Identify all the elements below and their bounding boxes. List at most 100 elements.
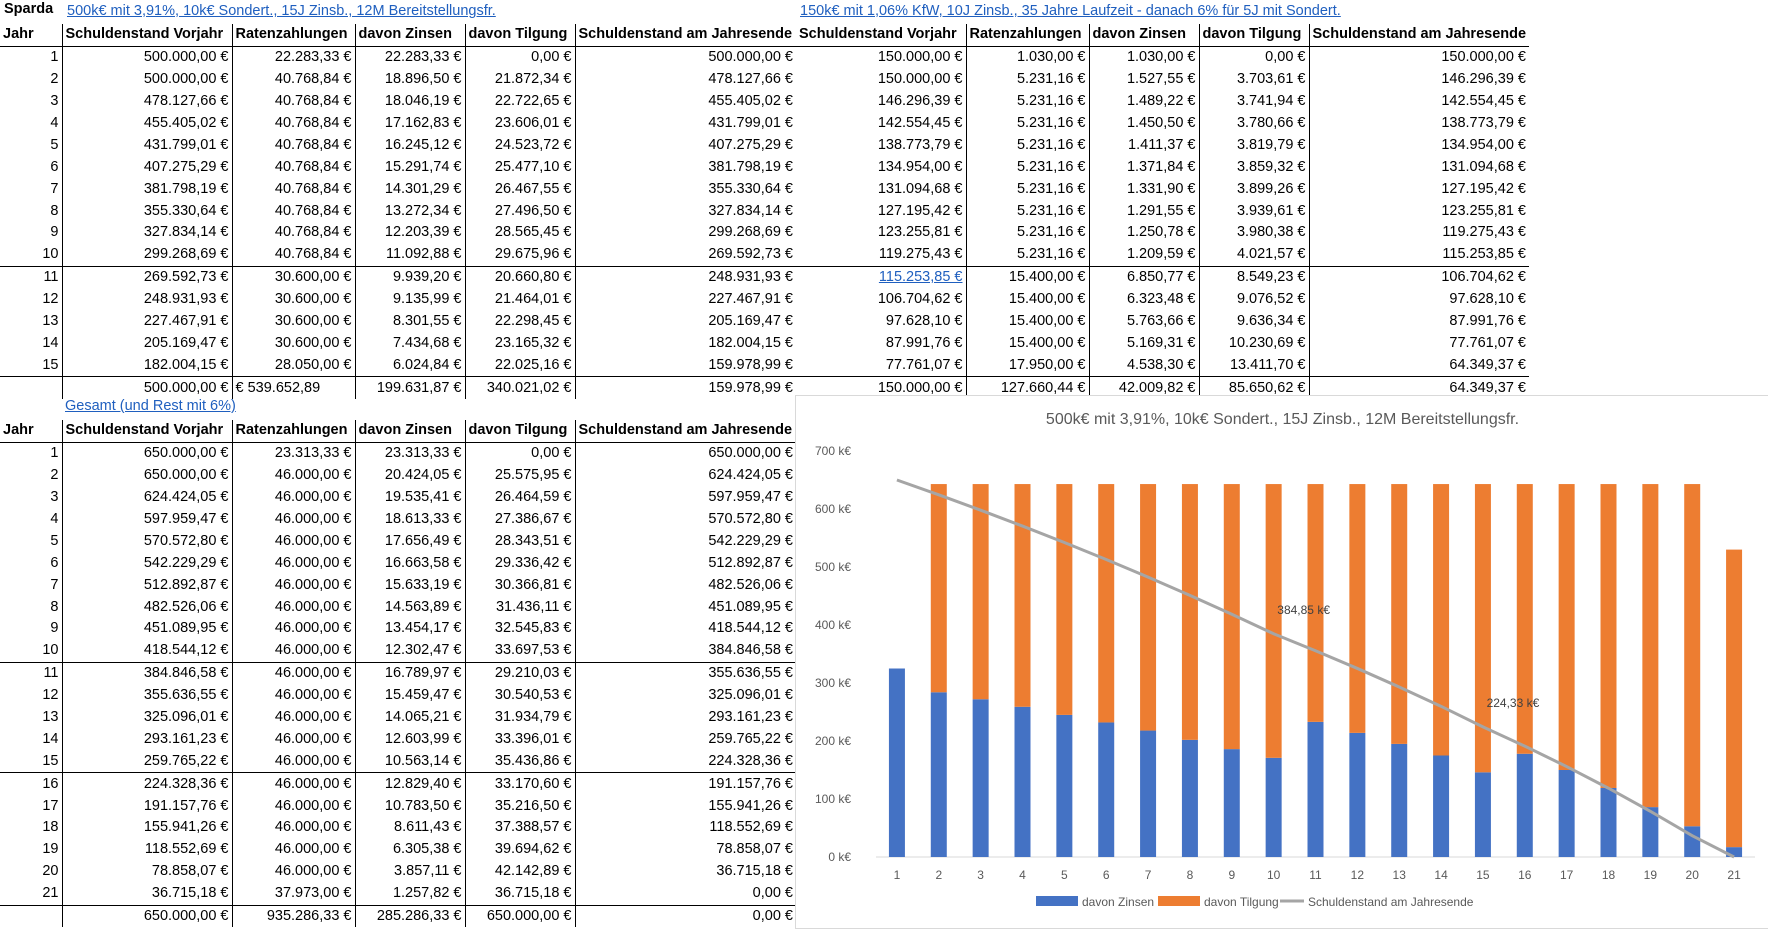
table-cell[interactable]: 22.283,33 €	[232, 46, 356, 69]
table-cell[interactable]: 381.798,19 €	[708, 158, 793, 175]
table-cell[interactable]: 115.253,85 €	[796, 265, 967, 289]
table-cell[interactable]: 355.330,64 €	[708, 180, 793, 197]
table-cell[interactable]: 46.000,00 €	[232, 661, 356, 685]
total-cell[interactable]: 85.650,62 €	[1199, 376, 1310, 400]
table-cell[interactable]: 142.554,45 €	[1441, 93, 1526, 110]
column-header[interactable]: Ratenzahlungen	[232, 24, 356, 47]
table-cell[interactable]: 4	[0, 508, 63, 531]
table-cell[interactable]: 4	[0, 112, 63, 135]
total-cell[interactable]: 340.021,02 €	[465, 376, 576, 400]
table-cell[interactable]: 115.253,85 €	[1442, 246, 1526, 263]
table-cell[interactable]: 46.000,00 €	[232, 574, 356, 597]
table-cell[interactable]: 46.000,00 €	[232, 508, 356, 531]
table-cell[interactable]: 2	[0, 68, 63, 91]
table-cell[interactable]: 40.768,84 €	[232, 90, 356, 113]
table-cell[interactable]: 3.980,38 €	[1199, 222, 1310, 244]
table-cell[interactable]: 570.572,80 €	[708, 511, 793, 527]
table-cell[interactable]: 224.328,36 €	[708, 752, 793, 769]
table-cell[interactable]: 299.268,69 €	[708, 224, 793, 241]
table-cell[interactable]: 451.089,95 €	[708, 598, 793, 615]
table-cell[interactable]: 37.973,00 €	[232, 882, 356, 906]
table-cell[interactable]: 23.313,33 €	[232, 442, 356, 465]
table-cell[interactable]: 40.768,84 €	[232, 243, 356, 267]
table-cell[interactable]: 9.636,34 €	[1199, 310, 1310, 333]
table-cell[interactable]: 5	[0, 134, 63, 157]
table-cell[interactable]: 6.323,48 €	[1089, 288, 1200, 311]
table-cell[interactable]: 3.939,61 €	[1199, 200, 1310, 223]
table-cell[interactable]: 31.934,79 €	[465, 706, 576, 729]
table-cell[interactable]: 78.858,07 €	[62, 860, 233, 883]
table-cell[interactable]: 650.000,00 €	[62, 442, 233, 465]
table-cell[interactable]: 1.489,22 €	[1089, 90, 1200, 113]
table-cell[interactable]: 8.611,43 €	[355, 817, 466, 839]
table-cell[interactable]: 191.157,76 €	[62, 795, 233, 818]
table-cell[interactable]: 33.697,53 €	[465, 639, 576, 663]
table-cell[interactable]: 0,00 €	[465, 442, 576, 465]
table-cell[interactable]: 15.400,00 €	[966, 288, 1090, 311]
loan1-title-link[interactable]: 500k€ mit 3,91%, 10k€ Sondert., 15J Zins…	[67, 3, 496, 19]
table-cell[interactable]: 478.127,66 €	[62, 90, 233, 113]
table-cell[interactable]: 512.892,87 €	[62, 574, 233, 597]
table-cell[interactable]: 138.773,79 €	[1441, 115, 1526, 131]
table-cell[interactable]: 17	[0, 795, 63, 818]
table-cell[interactable]: 22.283,33 €	[355, 46, 466, 69]
table-cell[interactable]: 13	[0, 310, 63, 333]
table-cell[interactable]: 0,00 €	[1199, 46, 1310, 69]
table-cell[interactable]: 30.600,00 €	[232, 332, 356, 355]
table-cell[interactable]: 1	[0, 46, 63, 69]
table-cell[interactable]: 5.231,16 €	[966, 90, 1090, 113]
table-cell[interactable]: 1.291,55 €	[1089, 200, 1200, 223]
table-cell[interactable]: 5.231,16 €	[966, 156, 1090, 179]
table-cell[interactable]: 205.169,47 €	[708, 313, 793, 330]
table-cell[interactable]: 478.127,66 €	[708, 71, 793, 88]
column-header[interactable]: Ratenzahlungen	[966, 24, 1090, 47]
table-cell[interactable]: 9	[0, 618, 63, 640]
table-cell[interactable]: 46.000,00 €	[232, 706, 356, 729]
total-cell[interactable]: 64.349,37 €	[1309, 376, 1529, 400]
table-cell[interactable]: 293.161,23 €	[708, 709, 793, 726]
table-cell[interactable]: 146.296,39 €	[1441, 71, 1526, 88]
column-header[interactable]: Schuldenstand Vorjahr	[796, 24, 967, 47]
table-cell[interactable]: 10	[0, 243, 63, 267]
column-header[interactable]: Jahr	[0, 24, 63, 47]
loan2-title-link[interactable]: 150k€ mit 1,06% KfW, 10J Zinsb., 35 Jahr…	[800, 3, 1341, 19]
table-cell[interactable]: 5.231,16 €	[966, 112, 1090, 135]
column-header[interactable]: davon Zinsen	[355, 24, 466, 47]
table-cell[interactable]: 97.628,10 €	[1449, 291, 1526, 308]
table-cell[interactable]: 14	[0, 332, 63, 355]
table-cell[interactable]: 14.301,29 €	[355, 178, 466, 201]
total-cell[interactable]: 500.000,00 €	[62, 376, 233, 400]
table-cell[interactable]: 1.371,84 €	[1089, 156, 1200, 179]
table-cell[interactable]: 17.656,49 €	[355, 530, 466, 553]
table-cell[interactable]: 12.203,39 €	[355, 222, 466, 244]
column-header[interactable]: davon Tilgung	[465, 24, 576, 47]
table-cell[interactable]: 127.195,42 €	[1441, 180, 1526, 197]
table-cell[interactable]: 15.400,00 €	[966, 310, 1090, 333]
table-cell[interactable]: 16	[0, 772, 63, 796]
table-cell[interactable]: 14	[0, 728, 63, 751]
table-cell[interactable]: 28.050,00 €	[232, 354, 356, 377]
total-cell[interactable]: 199.631,87 €	[355, 376, 466, 400]
table-cell[interactable]: 40.768,84 €	[232, 134, 356, 157]
table-cell[interactable]: 650.000,00 €	[708, 445, 793, 462]
table-cell[interactable]: 134.954,00 €	[796, 156, 967, 179]
table-cell[interactable]: 6.850,77 €	[1089, 265, 1200, 289]
table-cell[interactable]: 150.000,00 €	[1441, 49, 1526, 66]
table-cell[interactable]: 42.142,89 €	[465, 860, 576, 883]
total-cell[interactable]: 150.000,00 €	[796, 376, 967, 400]
table-cell[interactable]: 5.231,16 €	[966, 222, 1090, 244]
table-cell[interactable]: 1.527,55 €	[1089, 68, 1200, 91]
table-cell[interactable]: 118.552,69 €	[709, 819, 793, 836]
table-cell[interactable]: 407.275,29 €	[708, 136, 793, 153]
table-cell[interactable]: 3.780,66 €	[1199, 112, 1310, 135]
table-cell[interactable]: 146.296,39 €	[796, 90, 967, 113]
table-cell[interactable]: 6	[0, 552, 63, 575]
table-cell[interactable]: 191.157,76 €	[575, 772, 796, 796]
table-cell[interactable]: 205.169,47 €	[62, 332, 233, 355]
table-cell[interactable]: 3.859,32 €	[1199, 156, 1310, 179]
table-cell[interactable]: 8.549,23 €	[1199, 265, 1310, 289]
table-cell[interactable]: 46.000,00 €	[232, 464, 356, 487]
table-cell[interactable]: 17.950,00 €	[966, 354, 1090, 377]
table-cell[interactable]: 1.450,50 €	[1089, 112, 1200, 135]
table-cell[interactable]: 20.424,05 €	[355, 464, 466, 487]
